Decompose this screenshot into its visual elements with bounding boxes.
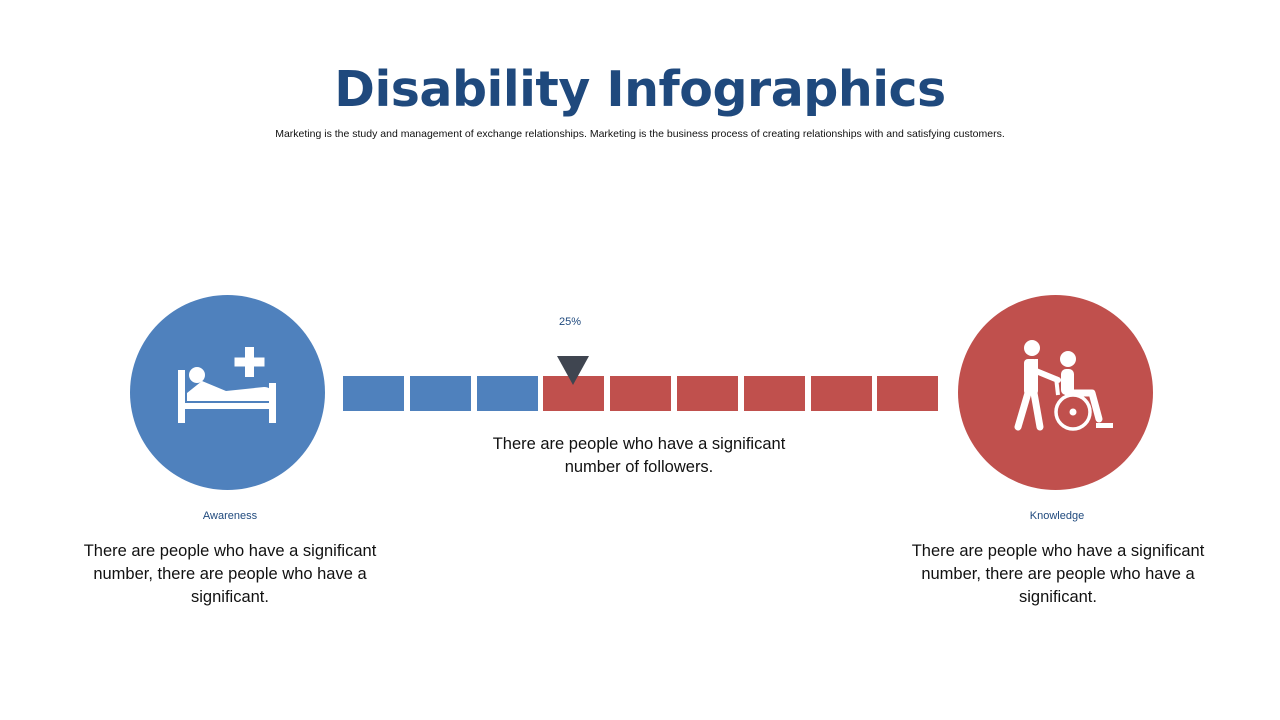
progress-segment-filled (409, 376, 471, 411)
progress-segment-remaining (743, 376, 805, 411)
progress-segment-filled (476, 376, 538, 411)
progress-segment-remaining (610, 376, 672, 411)
progress-segment-remaining (677, 376, 738, 411)
awareness-description: There are people who have a significant … (83, 542, 377, 606)
knowledge-circle (958, 295, 1153, 490)
progress-segment-filled (343, 376, 404, 411)
hospital-bed-icon (178, 347, 276, 423)
progress-description: There are people who have a significant … (492, 435, 786, 476)
progress-segment-remaining (877, 376, 939, 411)
wheelchair-assist-icon (1014, 340, 1113, 431)
knowledge-label: Knowledge (1029, 510, 1085, 522)
page-subtitle: Marketing is the study and management of… (275, 128, 1005, 140)
knowledge-description: There are people who have a significant … (911, 542, 1205, 606)
page-title: Disability Infographics (334, 61, 946, 118)
awareness-circle (130, 295, 325, 490)
awareness-label: Awareness (202, 510, 258, 522)
progress-bar (343, 376, 943, 411)
progress-percent-label: 25% (558, 316, 582, 328)
progress-segment-remaining (810, 376, 872, 411)
progress-marker-icon (557, 356, 589, 385)
